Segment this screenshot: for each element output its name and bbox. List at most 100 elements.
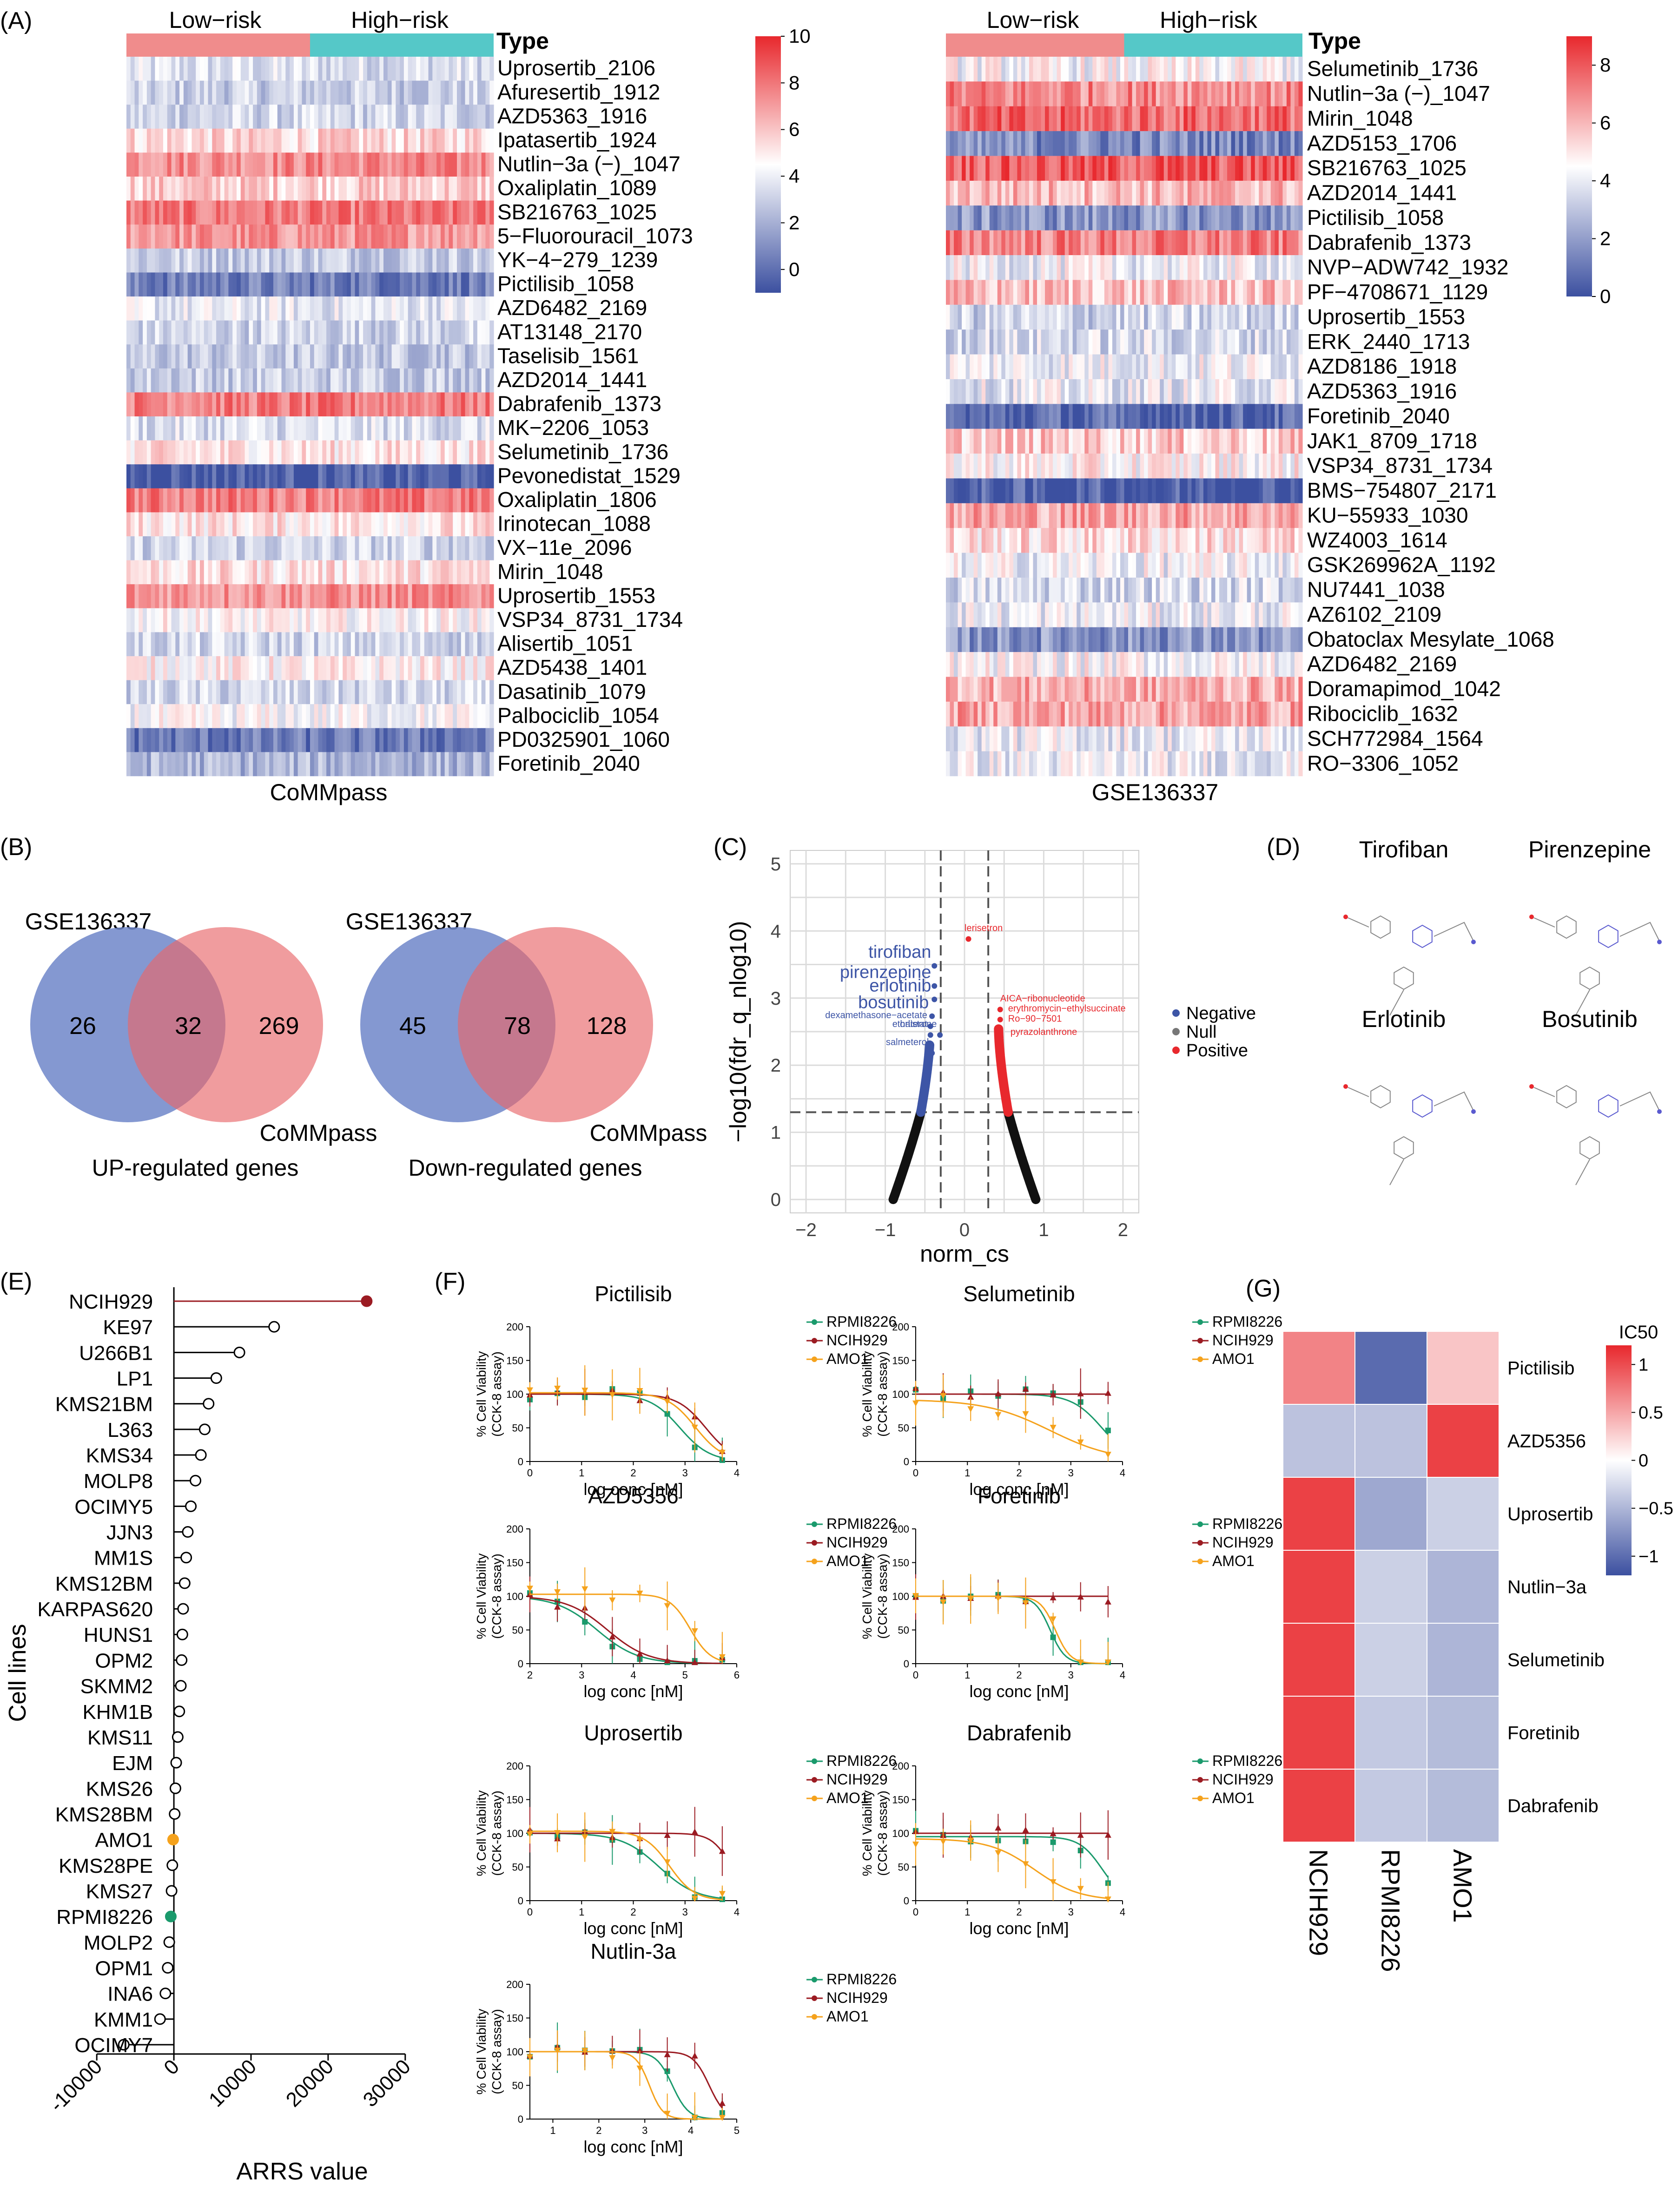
heatmap-cell — [143, 728, 147, 752]
heatmap-cell — [179, 105, 184, 129]
heatmap-cell — [1163, 156, 1168, 181]
heatmap-cell — [302, 57, 306, 81]
heatmap-cell — [993, 280, 998, 305]
heatmap-row — [946, 503, 1303, 528]
heatmap-cell — [1116, 454, 1121, 479]
heatmap-cell — [379, 752, 384, 777]
heatmap-cell — [1041, 180, 1045, 206]
heatmap-cell — [1100, 602, 1105, 628]
heatmap-cell — [1053, 205, 1057, 230]
heatmap-cell — [1112, 180, 1117, 206]
heatmap-cell — [1104, 329, 1109, 355]
heatmap-cell — [273, 57, 278, 81]
heatmap-cell — [293, 296, 298, 321]
heatmap-cell — [1251, 131, 1255, 156]
heatmap-cell — [1203, 131, 1208, 156]
heatmap-cell — [973, 230, 978, 256]
heatmap-cell — [1235, 57, 1240, 82]
heatmap-cell — [1160, 503, 1164, 528]
heatmap-cell — [139, 392, 143, 417]
heatmap-cell — [958, 428, 962, 454]
heatmap-cell — [489, 536, 494, 560]
heatmap-cell — [1195, 454, 1200, 479]
heatmap-cell — [285, 296, 290, 321]
heatmap-cell — [1215, 478, 1220, 504]
heatmap-cell — [249, 57, 253, 81]
heatmap-cell — [1132, 81, 1136, 107]
heatmap-cell — [1061, 57, 1065, 82]
heatmap-cell — [297, 512, 303, 537]
heatmap-cell — [1290, 478, 1295, 504]
heatmap-cell — [1064, 577, 1069, 603]
heatmap-cell — [383, 272, 388, 297]
heatmap-cell — [371, 152, 376, 177]
heatmap-cell — [469, 512, 474, 537]
heatmap-cell — [347, 128, 351, 153]
heatmap-cell — [314, 752, 319, 777]
heatmap-cell — [155, 344, 159, 369]
heatmap-cell — [350, 560, 356, 585]
heatmap-cell — [1219, 428, 1224, 454]
heatmap-cell — [1286, 230, 1291, 256]
heatmap-cell — [1171, 454, 1176, 479]
heatmap-cell — [163, 224, 168, 249]
heatmap-cell — [989, 404, 994, 429]
heatmap-cell — [326, 704, 331, 729]
heatmap-cell — [1298, 255, 1303, 280]
heatmap-cell — [1013, 454, 1017, 479]
heatmap-cell — [265, 752, 270, 777]
heatmap-cell — [269, 536, 274, 560]
heatmap-cell — [347, 224, 351, 249]
heatmap-cell — [489, 704, 494, 729]
heatmap-cell — [1227, 404, 1232, 429]
heatmap-cell — [440, 80, 445, 105]
heatmap-cell — [155, 224, 159, 249]
heatmap-cell — [1049, 428, 1053, 454]
heatmap-cell — [424, 656, 429, 680]
heatmap-cell — [1072, 454, 1077, 479]
heatmap-cell — [489, 320, 494, 345]
heatmap-cell — [461, 584, 466, 609]
heatmap-cell — [175, 368, 180, 393]
heatmap-cell — [1262, 329, 1267, 355]
heatmap-cell — [1191, 131, 1196, 156]
heatmap-cell — [1144, 329, 1149, 355]
heatmap-cell — [1243, 478, 1248, 504]
heatmap-cell — [363, 536, 368, 560]
heatmap-cell — [453, 128, 457, 153]
heatmap-cell — [1049, 454, 1053, 479]
heatmap-cell — [216, 224, 221, 249]
heatmap-cell — [416, 536, 421, 560]
heatmap-cell — [244, 248, 249, 273]
heatmap-cell — [261, 272, 266, 297]
heatmap-cell — [1072, 602, 1077, 628]
heatmap-cell — [1255, 602, 1259, 628]
heatmap-cell — [1179, 57, 1184, 82]
heatmap-cell — [1243, 528, 1248, 553]
heatmap-cell — [1259, 180, 1263, 206]
heatmap-cell — [1223, 503, 1228, 528]
heatmap-row — [126, 704, 494, 729]
heatmap-cell — [265, 128, 270, 153]
heatmap-cell — [1072, 503, 1077, 528]
heatmap-cell — [387, 80, 392, 105]
heatmap-cell — [440, 368, 445, 393]
heatmap-cell — [139, 224, 143, 249]
heatmap-cell — [126, 752, 131, 777]
heatmap-cell — [1033, 454, 1037, 479]
heatmap-cell — [1025, 280, 1030, 305]
heatmap-cell — [1231, 329, 1235, 355]
heatmap-cell — [257, 488, 262, 513]
heatmap-cell — [310, 608, 315, 632]
heatmap-cell — [1247, 428, 1251, 454]
heatmap-cell — [424, 728, 429, 752]
heatmap-cell — [1120, 280, 1125, 305]
heatmap-cell — [428, 560, 433, 585]
heatmap-cell — [216, 128, 221, 153]
heatmap-cell — [318, 584, 323, 609]
heatmap-cell — [183, 57, 188, 81]
heatmap-cell — [192, 488, 196, 513]
heatmap-cell — [1005, 280, 1010, 305]
heatmap-cell — [228, 608, 233, 632]
heatmap-cell — [1267, 454, 1271, 479]
